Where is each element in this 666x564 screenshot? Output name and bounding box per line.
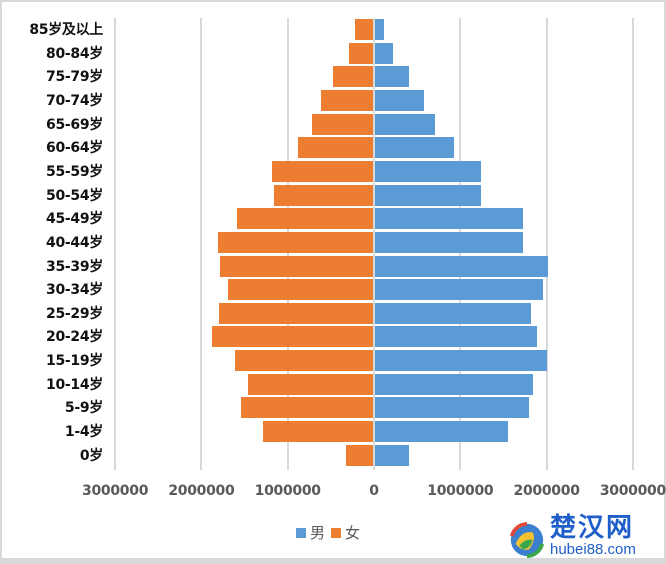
axis-center-line — [373, 18, 375, 470]
bar-male — [375, 444, 409, 466]
bar-male — [375, 89, 425, 111]
bar-female — [272, 160, 373, 182]
female-swatch-icon — [331, 527, 342, 538]
watermark-logo: 楚汉网 hubei88.com — [506, 513, 666, 561]
y-category-label: 55-59岁 — [46, 163, 103, 180]
legend-item-male: 男 — [296, 522, 325, 543]
bar-male — [375, 279, 544, 301]
y-category-label: 80-84岁 — [46, 45, 103, 62]
y-category-label: 5-9岁 — [64, 400, 103, 417]
y-category-label: 15-19岁 — [46, 353, 103, 370]
watermark-title: 楚汉网 — [550, 513, 635, 543]
y-category-label: 20-24岁 — [46, 329, 103, 346]
bar-female — [321, 89, 373, 111]
globe-logo-icon — [509, 521, 545, 559]
y-category-label: 35-39岁 — [46, 258, 103, 275]
bar-female — [263, 421, 373, 443]
bar-female — [311, 113, 373, 135]
y-category-label: 1-4岁 — [64, 424, 103, 441]
bar-male — [375, 231, 524, 253]
bar-male — [375, 302, 532, 324]
x-tick-label: 2000000 — [513, 483, 580, 499]
bar-male — [375, 397, 530, 419]
bar-female — [220, 255, 373, 277]
bar-female — [273, 184, 373, 206]
bar-female — [297, 137, 373, 159]
bar-male — [375, 326, 538, 348]
bar-female — [247, 373, 373, 395]
bar-female — [228, 279, 373, 301]
bar-male — [375, 208, 524, 230]
bar-male — [375, 113, 436, 135]
bar-female — [333, 66, 373, 88]
gridline — [114, 18, 117, 470]
bar-male — [375, 19, 385, 40]
x-tick-label: 1000000 — [254, 483, 321, 499]
bar-female — [234, 350, 373, 372]
gridline — [200, 18, 203, 470]
bar-male — [375, 66, 409, 88]
y-category-label: 65-69岁 — [46, 116, 103, 133]
x-tick-label: 3000000 — [82, 483, 149, 499]
gridline — [631, 18, 634, 470]
bar-male — [375, 42, 394, 64]
y-category-label: 10-14岁 — [46, 376, 103, 393]
x-tick-label: 3000000 — [599, 483, 666, 499]
y-category-label: 70-74岁 — [46, 92, 103, 109]
legend: 男 女 — [296, 522, 366, 543]
bar-female — [354, 19, 373, 40]
bar-male — [375, 421, 508, 443]
x-tick-label: 2000000 — [168, 483, 235, 499]
bar-male — [375, 137, 454, 159]
bar-male — [375, 350, 547, 372]
y-category-label: 60-64岁 — [46, 140, 103, 157]
bar-male — [375, 255, 548, 277]
y-category-label: 75-79岁 — [46, 69, 103, 86]
bar-female — [348, 42, 373, 64]
bar-male — [375, 160, 482, 182]
y-category-label: 45-49岁 — [46, 211, 103, 228]
legend-label-male: 男 — [310, 524, 326, 542]
y-category-label: 40-44岁 — [46, 234, 103, 251]
bar-male — [375, 184, 482, 206]
bar-female — [346, 444, 373, 466]
bar-male — [375, 373, 533, 395]
watermark-url: hubei88.com — [550, 541, 636, 558]
bar-female — [211, 326, 373, 348]
male-swatch-icon — [296, 527, 306, 538]
gridline — [545, 18, 548, 470]
bar-female — [240, 397, 373, 419]
y-category-label: 85岁及以上 — [29, 22, 103, 38]
y-category-label: 50-54岁 — [46, 187, 103, 204]
bar-female — [217, 231, 373, 253]
legend-item-female: 女 — [331, 522, 360, 543]
y-category-label: 0岁 — [79, 447, 103, 464]
x-tick-label: 0 — [369, 483, 379, 499]
y-category-label: 25-29岁 — [46, 305, 103, 322]
y-category-label: 30-34岁 — [46, 282, 103, 299]
legend-label-female: 女 — [345, 524, 361, 542]
bar-female — [218, 302, 373, 324]
x-tick-label: 1000000 — [427, 483, 494, 499]
bar-female — [236, 208, 373, 230]
